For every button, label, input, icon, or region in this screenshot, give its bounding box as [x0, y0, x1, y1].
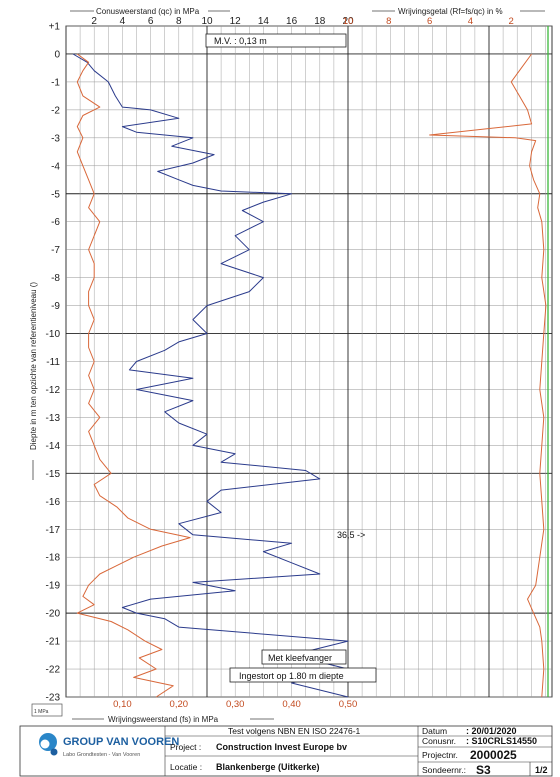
project-nr-value: 2000025 [470, 748, 517, 762]
rf-tick-label: 2 [509, 16, 514, 27]
depth-tick-label: -17 [46, 525, 61, 536]
fs-tick-label: 0,30 [226, 699, 245, 710]
qc-tick-label: 10 [201, 16, 213, 27]
mv-label: M.V. : 0,13 m [214, 36, 267, 46]
fs-tick-label: 0,40 [282, 699, 301, 710]
kleefvanger-label: Met kleefvanger [268, 653, 332, 663]
depth-tick-label: -13 [46, 413, 61, 424]
depth-tick-label: -5 [51, 189, 60, 200]
page-number: 1/2 [535, 765, 548, 775]
kleefvanger-box [261, 649, 347, 665]
depth-tick-label: -6 [51, 217, 60, 228]
standard-text: Test volgens NBN EN ISO 22476-1 [228, 726, 361, 736]
company-logo [39, 733, 58, 756]
project-nr-label: Projectnr. [422, 750, 458, 760]
location-label: Locatie : [170, 762, 202, 772]
qc-tick-label: 12 [230, 16, 242, 27]
qc-tick-label: 4 [120, 16, 126, 27]
qc-tick-label: 6 [148, 16, 154, 27]
depth-tick-label: -12 [46, 385, 61, 396]
rf-tick-label: 8 [386, 16, 391, 27]
sounding-value: S3 [476, 763, 491, 777]
project-label: Project : [170, 742, 201, 752]
series-line-fs [76, 53, 191, 698]
qc-axis-label: Conusweerstand (qc) in MPa [96, 7, 200, 16]
rf-tick-label: 6 [427, 16, 432, 27]
scale-legend-text: 1 MPa [34, 709, 49, 715]
depth-tick-label: -16 [46, 497, 61, 508]
depth-tick-label: -23 [46, 693, 61, 704]
fs-tick-label: 0,10 [113, 699, 132, 710]
depth-tick-label: -2 [51, 105, 60, 116]
depth-tick-label: -18 [46, 553, 61, 564]
mv-box [205, 33, 347, 48]
qc-tick-label: 2 [91, 16, 97, 27]
depth-tick-label: -20 [46, 609, 61, 620]
cone-value: : S10CRLS14550 [466, 736, 537, 746]
depth-tick-label: -8 [51, 273, 60, 284]
series-line-qc [72, 53, 349, 698]
depth-tick-label: -3 [51, 133, 60, 144]
fs-tick-label: 0,50 [339, 699, 358, 710]
depth-tick-label: -15 [46, 469, 61, 480]
ingestort-box [229, 667, 377, 683]
peak-annotation: 36,5 -> [337, 530, 365, 540]
scale-legend [31, 703, 63, 717]
ingestort-label: Ingestort op 1.80 m diepte [239, 671, 344, 681]
fs-tick-label: 0,20 [170, 699, 189, 710]
depth-tick-label: -9 [51, 301, 60, 312]
depth-tick-label: -1 [51, 77, 60, 88]
qc-tick-label: 14 [258, 16, 270, 27]
depth-tick-label: -22 [46, 665, 61, 676]
location-value: Blankenberge (Uitkerke) [216, 762, 320, 772]
depth-tick-label: -21 [46, 637, 61, 648]
depth-tick-label: -11 [46, 357, 60, 368]
depth-tick-label: -10 [46, 329, 61, 340]
project-value: Construction Invest Europe bv [216, 742, 347, 752]
rf-tick-label: 10 [343, 16, 354, 27]
date-label: Datum [422, 726, 447, 736]
qc-tick-label: 20 [342, 16, 354, 27]
depth-tick-label: +1 [49, 22, 61, 33]
depth-tick-label: -14 [46, 441, 61, 452]
qc-tick-label: 16 [286, 16, 298, 27]
qc-tick-label: 18 [314, 16, 326, 27]
series-line-rf [429, 53, 547, 698]
depth-tick-label: 0 [54, 49, 60, 60]
depth-tick-label: -19 [46, 581, 61, 592]
date-value: : 20/01/2020 [466, 726, 517, 736]
cone-label: Conusnr. [422, 736, 456, 746]
qc-tick-label: 8 [176, 16, 182, 27]
company-sub: Labo Grondtesten - Van Vooren [63, 752, 140, 758]
title-block [19, 725, 553, 777]
depth-tick-label: -7 [51, 245, 60, 256]
fs-axis-label: Wrijvingsweerstand (fs) in MPa [108, 715, 219, 724]
rf-axis-label: Wrijvingsgetal (Rf=fs/qc) in % [398, 7, 503, 16]
sounding-label: Sondeernr.: [422, 765, 466, 775]
depth-tick-label: -4 [51, 161, 60, 172]
depth-axis-label: Diepte in m ten opzichte van referentien… [29, 282, 38, 450]
company-name: GROUP VAN VOOREN [63, 736, 179, 748]
rf-tick-label: 4 [468, 16, 473, 27]
